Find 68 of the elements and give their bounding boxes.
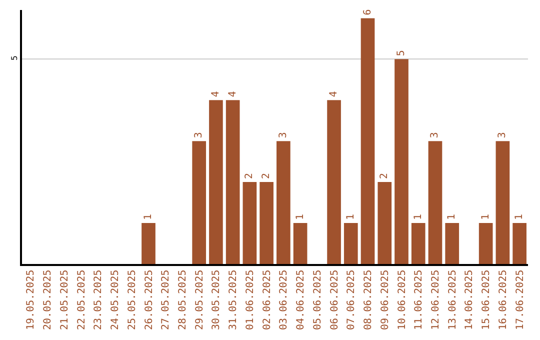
bar — [242, 182, 257, 264]
x-tick-label: 28.05.2025 — [177, 270, 188, 330]
x-tick-label: 13.06.2025 — [447, 270, 458, 330]
data-label: 3 — [194, 132, 205, 138]
bar — [276, 141, 290, 264]
data-label: 2 — [261, 173, 272, 180]
x-tick-label: 23.05.2025 — [93, 270, 104, 330]
bar — [360, 18, 375, 264]
data-label: 1 — [480, 214, 492, 220]
bar — [344, 223, 358, 264]
data-label: 3 — [497, 132, 508, 138]
data-label: 1 — [446, 214, 458, 220]
data-label: 1 — [143, 214, 154, 220]
x-tick-label: 16.06.2025 — [498, 270, 509, 330]
bar — [209, 100, 223, 264]
x-tick-label: 09.06.2025 — [380, 270, 391, 330]
x-tick-label: 25.05.2025 — [126, 270, 138, 330]
x-tick-label: 17.06.2025 — [514, 270, 526, 330]
data-label: 6 — [362, 9, 374, 16]
bar — [411, 223, 426, 264]
bar — [142, 223, 156, 264]
bar — [428, 141, 442, 264]
x-tick-label: 15.06.2025 — [481, 270, 492, 330]
x-tick-label: 22.05.2025 — [76, 270, 88, 330]
bar — [445, 223, 460, 264]
x-tick-label: 02.06.2025 — [262, 270, 273, 330]
data-label: 1 — [412, 214, 424, 220]
x-tick-label: 30.05.2025 — [211, 270, 222, 330]
bar — [192, 141, 206, 264]
bar — [293, 223, 308, 264]
bar — [394, 59, 408, 264]
x-tick-label: 12.06.2025 — [430, 270, 442, 330]
data-label: 4 — [328, 91, 340, 98]
bar — [512, 223, 526, 264]
data-label: 2 — [244, 173, 256, 180]
x-tick-label: 11.06.2025 — [414, 270, 425, 330]
data-label: 4 — [210, 91, 222, 98]
data-label: 1 — [294, 214, 306, 220]
x-tick-label: 26.05.2025 — [144, 270, 155, 330]
x-tick-label: 20.05.2025 — [42, 270, 54, 330]
x-tick-label: 21.05.2025 — [59, 270, 70, 330]
bar — [226, 100, 240, 264]
x-tick-label: 01.06.2025 — [244, 270, 256, 330]
x-tick-label: 29.05.2025 — [194, 270, 206, 330]
bar — [260, 182, 274, 264]
data-label: 5 — [396, 50, 407, 56]
x-tick-label: 04.06.2025 — [296, 270, 307, 330]
x-tick-label: 24.05.2025 — [110, 270, 122, 330]
x-tick-label: 08.06.2025 — [363, 270, 374, 330]
bar — [327, 100, 341, 264]
x-tick-label: 06.06.2025 — [329, 270, 340, 330]
x-tick-label: 27.05.2025 — [160, 270, 172, 330]
x-tick-label: 31.05.2025 — [228, 270, 240, 330]
x-tick-label: 05.06.2025 — [312, 270, 324, 330]
bar — [496, 141, 510, 264]
x-tick-label: 14.06.2025 — [464, 270, 476, 330]
data-label: 1 — [345, 214, 356, 220]
x-tick-label: 03.06.2025 — [278, 270, 290, 330]
data-label: 2 — [379, 173, 390, 180]
x-tick-label: 10.06.2025 — [396, 270, 408, 330]
data-label: 1 — [514, 214, 526, 220]
x-tick-label: 19.05.2025 — [26, 270, 37, 330]
data-label: 3 — [278, 132, 289, 138]
bar — [378, 182, 392, 264]
data-label: 4 — [227, 91, 238, 98]
data-label: 3 — [430, 132, 441, 138]
bar — [478, 223, 493, 264]
x-tick-label: 07.06.2025 — [346, 270, 358, 330]
